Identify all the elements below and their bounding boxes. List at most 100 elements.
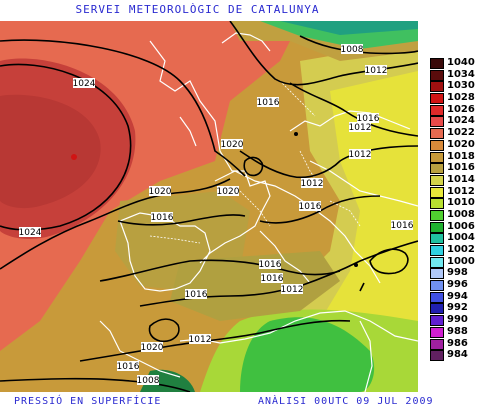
isobar-label: 1012: [281, 285, 304, 295]
country-borders: [149, 80, 361, 244]
isobar-label-bg: [189, 334, 211, 344]
isobar-label-bg: [221, 139, 243, 149]
isobar-label: 1016: [259, 260, 282, 270]
legend-swatch: [430, 151, 444, 163]
legend-swatch: [430, 104, 444, 116]
isobar-label: 1012: [365, 66, 388, 76]
isobar-label: 1016: [185, 290, 208, 300]
legend-swatch: [430, 268, 444, 280]
isobar-label: 1016: [151, 213, 174, 223]
legend-label: 988: [447, 325, 468, 337]
isobar-label: 1012: [349, 150, 372, 160]
legend-swatch: [430, 186, 444, 198]
legend-row: 1002: [430, 244, 482, 257]
field-1004-top: [280, 21, 418, 35]
legend-row: 992: [430, 302, 482, 315]
legend-label: 1018: [447, 150, 475, 162]
legend-row: 1030: [430, 80, 482, 93]
isobar-label: 1020: [221, 140, 244, 150]
isobar-label-bg: [151, 212, 173, 222]
legend-swatch: [430, 174, 444, 186]
isobar-label: 1012: [301, 179, 324, 189]
isobar-label-bg: [137, 375, 159, 385]
legend-label: 1020: [447, 138, 475, 150]
legend-row: 984: [430, 349, 482, 362]
isobar-label-bg: [301, 178, 323, 188]
legend-row: 1034: [430, 69, 482, 82]
legend-label: 1022: [447, 127, 475, 139]
legend-row: 1000: [430, 256, 482, 269]
isobar-label: 1016: [357, 114, 380, 124]
isobar-label: 1008: [137, 376, 160, 386]
legend-row: 1028: [430, 92, 482, 105]
isobar-label: 1024: [73, 79, 96, 89]
legend-label: 1010: [447, 197, 475, 209]
isobar-label-bg: [117, 361, 139, 371]
legend-swatch: [430, 139, 444, 151]
isobar-label-bg: [391, 220, 413, 230]
legend-label: 984: [447, 349, 468, 361]
legend-swatch: [430, 256, 444, 268]
legend-row: 1022: [430, 127, 482, 140]
legend-row: 1024: [430, 115, 482, 128]
isobar-label: 1020: [149, 187, 172, 197]
legend-swatch: [430, 350, 444, 362]
isobar-label-bg: [19, 227, 41, 237]
isobar-label-bg: [261, 273, 283, 283]
isobar-label: 1012: [189, 335, 212, 345]
legend-label: 992: [447, 302, 468, 314]
legend-label: 996: [447, 279, 468, 291]
legend-label: 1014: [447, 173, 475, 185]
legend-row: 1016: [430, 162, 482, 175]
legend-row: 988: [430, 325, 482, 339]
legend-swatch: [430, 280, 444, 292]
field-1026: [0, 94, 101, 209]
legend-row: 1012: [430, 185, 482, 199]
field-1016-med: [170, 251, 340, 321]
legend-label: 1024: [447, 115, 475, 127]
legend-label: 1016: [447, 162, 475, 174]
legend-row: 1026: [430, 103, 482, 117]
legend-label: 1008: [447, 208, 475, 220]
legend-label: 1012: [447, 185, 475, 197]
isobar-label-bg: [299, 201, 321, 211]
legend-label: 1026: [447, 103, 475, 115]
caption-analysis-time: ANÀLISI 00UTC 09 JUL 2009: [258, 396, 434, 407]
legend-row: 998: [430, 267, 482, 280]
legend-row: 994: [430, 290, 482, 304]
legend-swatch: [430, 233, 444, 245]
isobar-label: 1016: [299, 202, 322, 212]
isobar-label: 1016: [117, 362, 140, 372]
legend-swatch: [430, 303, 444, 315]
legend-label: 998: [447, 267, 468, 279]
legend-swatch: [430, 81, 444, 93]
isobar-label-bg: [217, 186, 239, 196]
legend-swatch: [430, 93, 444, 105]
isobar-label-bg: [141, 342, 163, 352]
legend-row: 1010: [430, 197, 482, 210]
legend-row: 1008: [430, 208, 482, 222]
field-1008-south: [240, 317, 375, 392]
isobar-label-bg: [259, 259, 281, 269]
legend-label: 1006: [447, 220, 475, 232]
legend-swatch: [430, 291, 444, 303]
legend-swatch: [430, 338, 444, 350]
legend-label: 1002: [447, 244, 475, 255]
isobar-label-bg: [365, 65, 387, 75]
legend-swatch: [430, 326, 444, 338]
legend-label: 1004: [447, 232, 475, 244]
legend-label: 990: [447, 314, 468, 326]
pressure-legend: 1040 1034 1030 1028 1026 1024 1022 1020 1018 1016…: [430, 57, 482, 362]
legend-swatch: [430, 221, 444, 233]
isobar-label: 1008: [341, 45, 364, 55]
legend-swatch: [430, 198, 444, 210]
isobar-label-bg: [341, 44, 363, 54]
legend-label: 994: [447, 290, 468, 302]
low-center-marker-2: [354, 263, 358, 267]
isobar-label: 1016: [257, 98, 280, 108]
isobar-label-bg: [257, 97, 279, 107]
legend-row: 990: [430, 314, 482, 327]
legend-swatch: [430, 69, 444, 81]
